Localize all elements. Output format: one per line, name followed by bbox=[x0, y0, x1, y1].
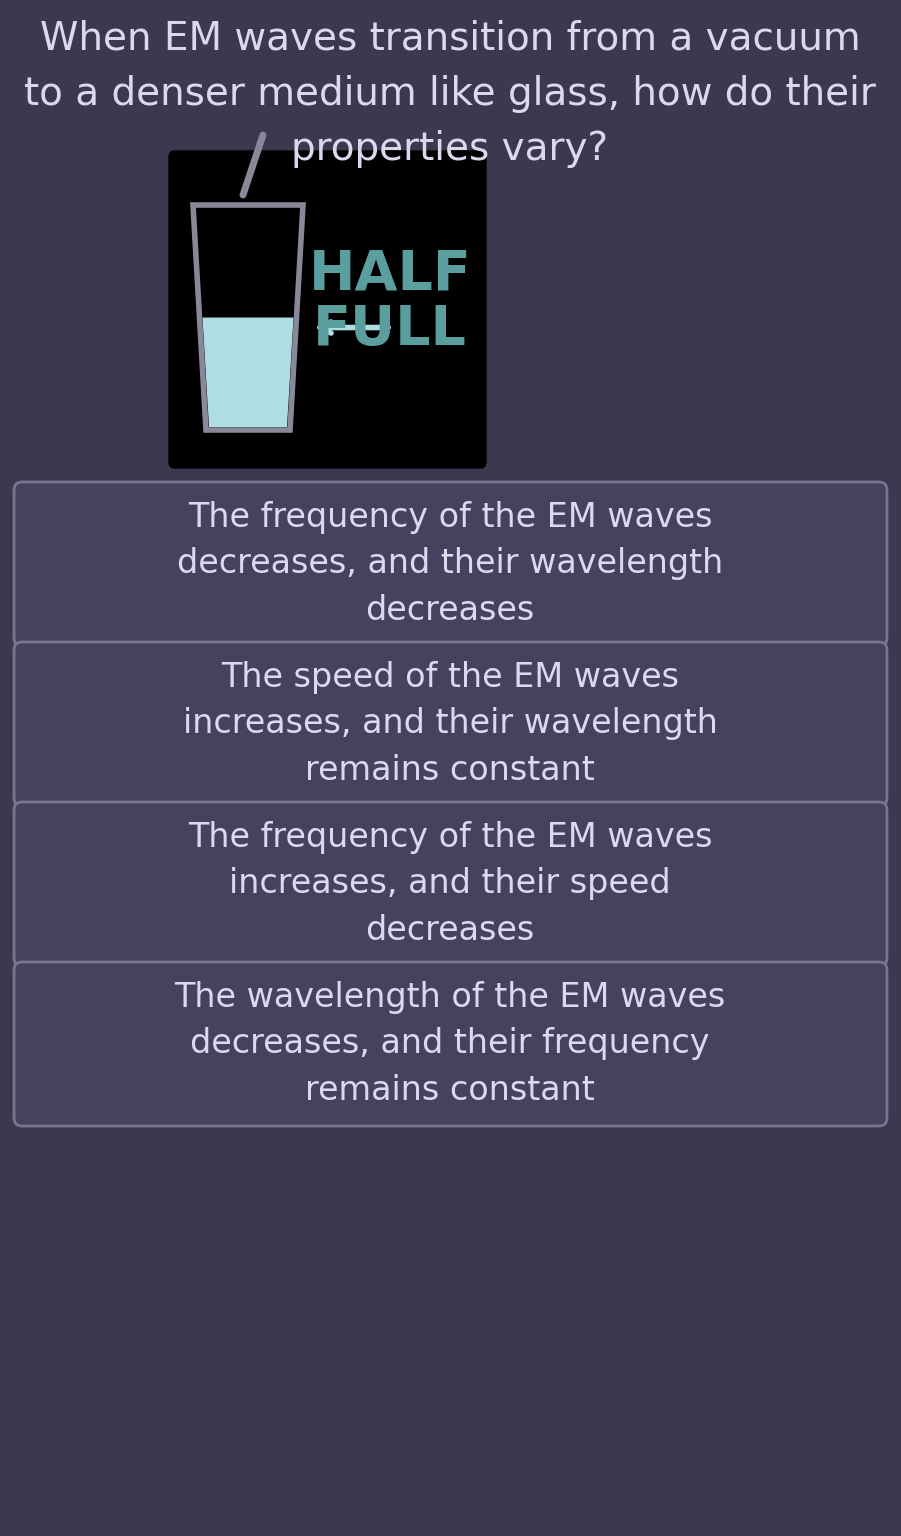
FancyBboxPatch shape bbox=[14, 962, 887, 1126]
Text: The frequency of the EM waves
decreases, and their wavelength
decreases: The frequency of the EM waves decreases,… bbox=[177, 501, 724, 627]
Text: The frequency of the EM waves
increases, and their speed
decreases: The frequency of the EM waves increases,… bbox=[187, 822, 713, 946]
FancyBboxPatch shape bbox=[14, 642, 887, 806]
Polygon shape bbox=[203, 318, 294, 427]
Text: properties vary?: properties vary? bbox=[291, 131, 608, 167]
Text: to a denser medium like glass, how do their: to a denser medium like glass, how do th… bbox=[24, 75, 876, 114]
FancyBboxPatch shape bbox=[14, 802, 887, 966]
Text: The wavelength of the EM waves
decreases, and their frequency
remains constant: The wavelength of the EM waves decreases… bbox=[175, 982, 725, 1106]
Text: HALF: HALF bbox=[308, 247, 471, 303]
Text: The speed of the EM waves
increases, and their wavelength
remains constant: The speed of the EM waves increases, and… bbox=[183, 662, 717, 786]
Text: FULL: FULL bbox=[313, 303, 467, 356]
FancyBboxPatch shape bbox=[14, 482, 887, 647]
FancyBboxPatch shape bbox=[169, 151, 486, 468]
Text: When EM waves transition from a vacuum: When EM waves transition from a vacuum bbox=[40, 20, 860, 58]
